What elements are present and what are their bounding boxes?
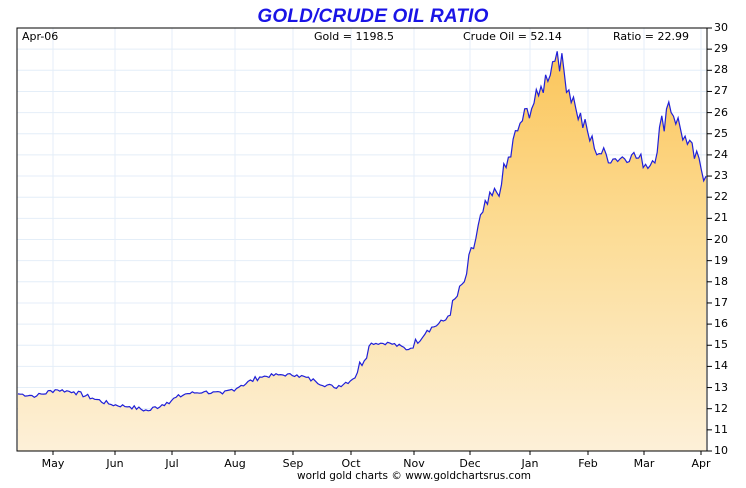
y-tick-label: 25	[714, 126, 728, 140]
start-date-label: Apr-06	[22, 30, 59, 43]
y-tick-label: 22	[714, 190, 728, 204]
y-tick-label: 29	[714, 42, 728, 56]
x-tick-label: Dec	[459, 457, 481, 470]
y-tick-label: 27	[714, 84, 728, 98]
y-tick-label: 18	[714, 274, 728, 288]
chart-title: GOLD/CRUDE OIL RATIO	[257, 6, 489, 27]
y-tick-label: 30	[714, 21, 728, 34]
y-tick-label: 21	[714, 211, 728, 225]
y-tick-label: 14	[714, 359, 728, 373]
y-tick-label: 16	[714, 317, 728, 331]
y-tick-label: 26	[714, 105, 728, 119]
x-tick-label: Feb	[578, 457, 598, 470]
y-tick-label: 24	[714, 147, 728, 161]
y-tick-label: 13	[714, 380, 728, 394]
ratio-area-fill	[18, 51, 706, 452]
y-tick-label: 12	[714, 401, 728, 415]
y-tick-label: 23	[714, 169, 728, 183]
ratio-value-label: Ratio = 22.99	[613, 30, 689, 43]
x-tick-label: Jul	[165, 457, 179, 470]
x-tick-label: Aug	[224, 457, 246, 470]
crude-oil-price-label: Crude Oil = 52.14	[463, 30, 562, 43]
x-tick-label: Sep	[282, 457, 304, 470]
y-tick-label: 17	[714, 295, 728, 309]
x-tick-label: Jan	[521, 457, 539, 470]
x-tick-label: Apr	[691, 457, 711, 470]
chart-credit: world gold charts © www.goldchartsrus.co…	[297, 470, 531, 482]
y-tick-label: 20	[714, 232, 728, 246]
x-tick-label: Mar	[633, 457, 655, 470]
y-tick-label: 28	[714, 63, 728, 77]
x-tick-label: May	[41, 457, 65, 470]
y-tick-label: 11	[714, 422, 728, 436]
x-tick-label: Jun	[106, 457, 124, 470]
x-tick-label: Nov	[403, 457, 425, 470]
y-tick-label: 15	[714, 338, 728, 352]
ratio-line	[17, 51, 707, 412]
y-tick-label: 19	[714, 253, 728, 267]
y-tick-label: 10	[714, 444, 728, 457]
axis-ticks	[52, 27, 712, 455]
gold-price-label: Gold = 1198.5	[314, 30, 394, 43]
x-tick-label: Oct	[341, 457, 361, 470]
